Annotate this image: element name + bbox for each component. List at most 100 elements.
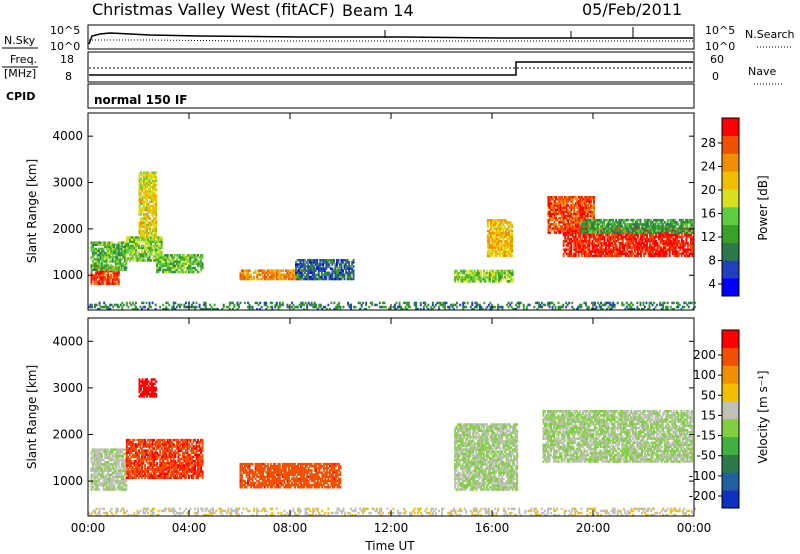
data-cell	[479, 275, 482, 279]
data-cell	[114, 266, 117, 269]
data-cell	[278, 275, 281, 279]
data-cell	[594, 231, 596, 234]
data-cell	[98, 269, 101, 273]
data-cell	[192, 262, 195, 265]
data-cell	[260, 305, 263, 309]
data-cell	[577, 210, 580, 214]
data-cell	[650, 248, 653, 251]
data-cell	[93, 456, 96, 460]
data-cell	[328, 273, 331, 277]
data-cell	[499, 248, 502, 251]
data-cell	[657, 223, 660, 226]
data-cell	[228, 303, 231, 307]
data-cell	[133, 236, 136, 239]
data-cell	[660, 218, 663, 222]
data-cell	[151, 248, 154, 252]
data-cell	[582, 216, 585, 220]
data-cell	[491, 250, 494, 253]
data-cell	[600, 246, 603, 249]
data-cell	[122, 486, 125, 489]
data-cell	[177, 266, 180, 270]
data-cell	[582, 210, 585, 214]
data-cell	[509, 252, 512, 255]
data-cell	[588, 196, 591, 199]
data-cell	[688, 244, 691, 247]
scatter-region	[125, 438, 204, 480]
data-cell	[650, 237, 653, 241]
data-cell	[614, 233, 617, 237]
data-cell	[155, 196, 158, 199]
data-cell	[114, 463, 117, 466]
data-cell	[469, 280, 472, 283]
data-cell	[486, 221, 489, 224]
data-cell	[248, 307, 251, 311]
data-cell	[140, 181, 142, 185]
data-cell	[564, 227, 567, 230]
data-cell	[265, 275, 268, 279]
data-cell	[93, 258, 96, 261]
data-cell	[634, 223, 637, 226]
data-cell	[311, 263, 314, 266]
data-cell	[172, 270, 175, 274]
data-cell	[619, 225, 622, 228]
data-cell	[486, 305, 489, 309]
data-cell	[636, 225, 639, 228]
data-cell	[142, 305, 145, 309]
data-cell	[565, 218, 568, 222]
data-cell	[250, 305, 253, 309]
data-cell	[505, 248, 508, 251]
data-cell	[141, 255, 143, 258]
data-cell	[580, 254, 583, 258]
data-cell	[623, 248, 626, 251]
data-cell	[403, 301, 406, 305]
data-cell	[172, 254, 175, 257]
data-cell	[499, 278, 502, 281]
colorbar-swatch	[722, 135, 739, 154]
data-cell	[478, 269, 481, 273]
data-cell	[583, 196, 586, 199]
data-cell	[633, 307, 636, 311]
data-cell	[690, 242, 692, 245]
data-cell	[677, 227, 680, 230]
data-cell	[608, 235, 611, 239]
data-cell	[496, 233, 498, 237]
data-cell	[147, 173, 150, 176]
data-cell	[624, 242, 627, 245]
data-cell	[305, 269, 308, 272]
data-cell	[626, 254, 629, 258]
data-cell	[525, 305, 528, 309]
data-cell	[256, 307, 259, 311]
data-cell	[591, 206, 594, 209]
data-cell	[141, 238, 143, 241]
data-cell	[574, 198, 577, 201]
data-cell	[638, 248, 641, 251]
data-cell	[141, 186, 144, 189]
data-cell	[104, 467, 107, 470]
data-cell	[606, 235, 609, 239]
data-cell	[96, 448, 99, 451]
data-cell	[571, 202, 574, 205]
data-cell	[641, 242, 644, 245]
data-cell	[431, 303, 434, 307]
data-cell	[668, 244, 671, 247]
data-cell	[93, 482, 96, 485]
data-cell	[618, 237, 621, 241]
data-cell	[174, 260, 177, 263]
data-cell	[621, 240, 624, 243]
data-cell	[171, 270, 174, 274]
data-cell	[107, 488, 110, 491]
data-cell	[329, 275, 332, 279]
data-cell	[93, 278, 96, 281]
data-cell	[659, 218, 662, 222]
data-cell	[123, 471, 126, 474]
data-cell	[105, 469, 108, 472]
data-cell	[92, 475, 94, 479]
data-cell	[135, 301, 137, 305]
data-cell	[579, 200, 582, 203]
data-cell	[300, 305, 303, 309]
data-cell	[181, 258, 184, 261]
data-cell	[609, 301, 612, 305]
data-cell	[99, 452, 102, 456]
data-cell	[301, 275, 304, 279]
data-cell	[624, 223, 627, 226]
